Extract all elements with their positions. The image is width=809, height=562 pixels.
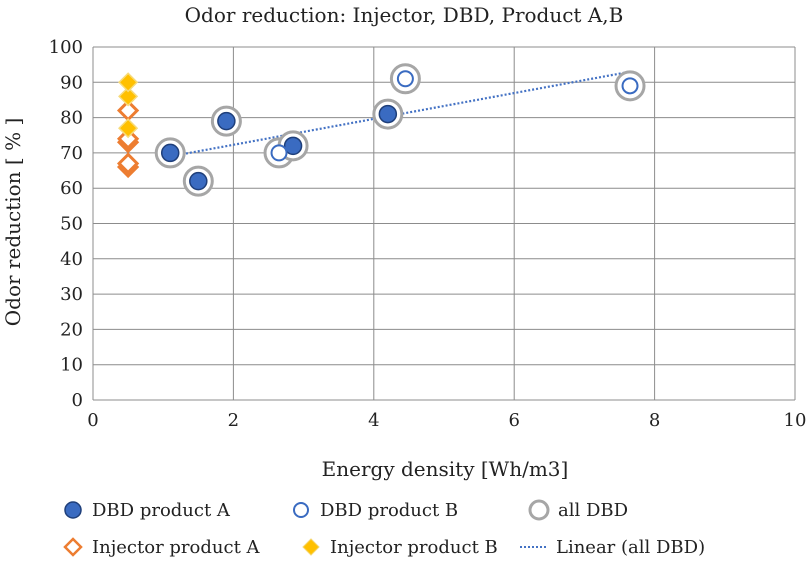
y-tick-label: 100: [49, 37, 83, 58]
y-tick-label: 20: [60, 319, 83, 340]
y-tick-label: 50: [60, 214, 83, 235]
y-tick-label: 90: [60, 72, 83, 93]
y-tick-label: 10: [60, 355, 83, 376]
injector-product-a-point: [116, 127, 140, 150]
x-axis-label: Energy density [Wh/m3]: [322, 457, 569, 481]
data-marks: [116, 63, 646, 197]
injector-product-a-point: [116, 152, 140, 175]
dbd-product-b-point: [621, 77, 639, 95]
dbd-product-a-point: [189, 171, 208, 191]
x-tick-label: 2: [228, 410, 239, 431]
x-axis-ticks: 0 2 4 6 8 10: [87, 410, 806, 431]
dbd-product-a-point: [160, 143, 180, 163]
x-tick-label: 4: [368, 410, 379, 431]
x-tick-label: 8: [649, 410, 660, 431]
dbd-product-b-point: [396, 70, 414, 88]
grid: [92, 46, 796, 401]
y-tick-label: 30: [60, 284, 83, 305]
dbd-product-a-point: [283, 136, 303, 156]
y-axis-label: Odor reduction [ % ]: [1, 118, 25, 326]
y-axis-ticks: 0 10 20 30 40 50 60 70 80 90 100: [49, 37, 83, 411]
y-tick-label: 70: [60, 143, 83, 164]
x-tick-label: 6: [508, 410, 519, 431]
injector-product-b-point: [118, 118, 139, 139]
x-tick-label: 0: [87, 410, 98, 431]
dbd-product-b-point: [270, 144, 288, 162]
y-tick-label: 40: [60, 249, 83, 270]
injector-product-b-point: [118, 72, 139, 93]
injector-product-b-point: [118, 86, 139, 107]
dbd-product-a-point: [217, 111, 236, 131]
chart-title: Odor reduction: Injector, DBD, Product A…: [185, 3, 624, 27]
y-tick-label: 60: [60, 178, 83, 199]
x-tick-label: 10: [784, 410, 807, 431]
dbd-product-a-point: [378, 104, 398, 124]
y-tick-label: 80: [60, 108, 83, 129]
y-tick-label: 0: [72, 390, 83, 411]
